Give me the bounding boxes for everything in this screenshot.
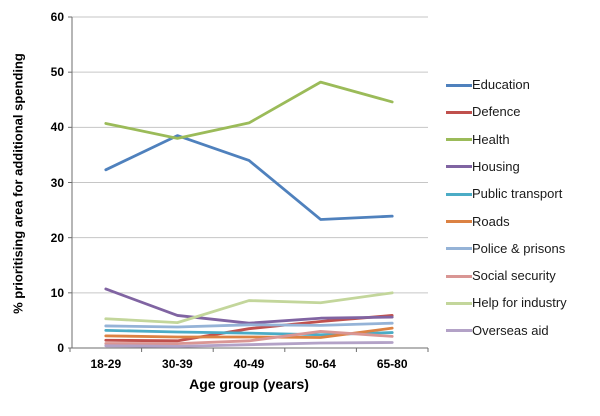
legend-line-swatch <box>446 274 472 278</box>
x-tick-label: 40-49 <box>233 357 265 371</box>
legend-line-swatch <box>446 165 472 169</box>
legend-label: Help for industry <box>472 295 567 311</box>
legend-label: Housing <box>472 158 520 174</box>
legend-item-health: Health <box>446 130 510 150</box>
x-tick-label: 50-64 <box>305 357 336 371</box>
legend-item-education: Education <box>446 75 530 95</box>
legend-label: Defence <box>472 104 521 120</box>
legend-item-public-transport: Public transport <box>446 184 562 204</box>
legend-label: Health <box>472 131 510 147</box>
legend-label: Education <box>472 77 530 92</box>
x-tick-label: 30-39 <box>162 357 193 371</box>
y-tick-label: 40 <box>50 120 64 135</box>
y-tick-label: 30 <box>50 175 64 190</box>
legend-item-overseas-aid: Overseas aid <box>446 321 549 341</box>
legend-line-swatch <box>446 247 472 251</box>
legend-label: Overseas aid <box>472 322 549 338</box>
legend-line-swatch <box>446 192 472 196</box>
series-line-social-security <box>104 330 394 345</box>
legend-item-help-for-industry: Help for industry <box>446 293 567 313</box>
legend-line-swatch <box>446 110 472 114</box>
y-tick-label: 60 <box>50 10 64 24</box>
x-tick-label: 65-80 <box>376 357 408 371</box>
legend-label: Public transport <box>472 186 563 202</box>
y-tick-label: 50 <box>50 65 64 80</box>
legend-line-swatch <box>446 329 472 333</box>
legend-line-swatch <box>446 138 472 142</box>
series-line-police-prisons <box>104 321 394 329</box>
x-tick-label: 18-29 <box>90 357 122 371</box>
legend-label: Social security <box>472 268 556 284</box>
legend-item-social-security: Social security <box>446 266 556 286</box>
legend-line-swatch <box>446 220 472 223</box>
series-line-education <box>104 134 394 221</box>
series-line-health <box>104 80 394 140</box>
y-tick-label: 0 <box>57 341 64 355</box>
series-line-overseas-aid <box>104 341 394 348</box>
legend-item-police-prisons: Police & prisons <box>446 239 565 259</box>
x-axis-title: Age group (years) <box>189 376 309 392</box>
y-axis-title: % prioritising area for additional spend… <box>10 53 26 314</box>
series-line-help-for-industry <box>104 291 394 325</box>
legend-label: Police & prisons <box>472 240 566 256</box>
y-tick-label: 20 <box>50 230 64 245</box>
legend-line-swatch <box>446 301 472 305</box>
legend-item-housing: Housing <box>446 157 520 177</box>
legend-item-roads: Roads <box>446 212 510 232</box>
y-tick-label: 10 <box>50 285 64 300</box>
legend-label: Roads <box>472 213 510 229</box>
legend-line-swatch <box>446 83 472 87</box>
series-line-housing <box>104 287 394 325</box>
legend-item-defence: Defence <box>446 102 520 122</box>
series-line-defence <box>104 314 394 343</box>
